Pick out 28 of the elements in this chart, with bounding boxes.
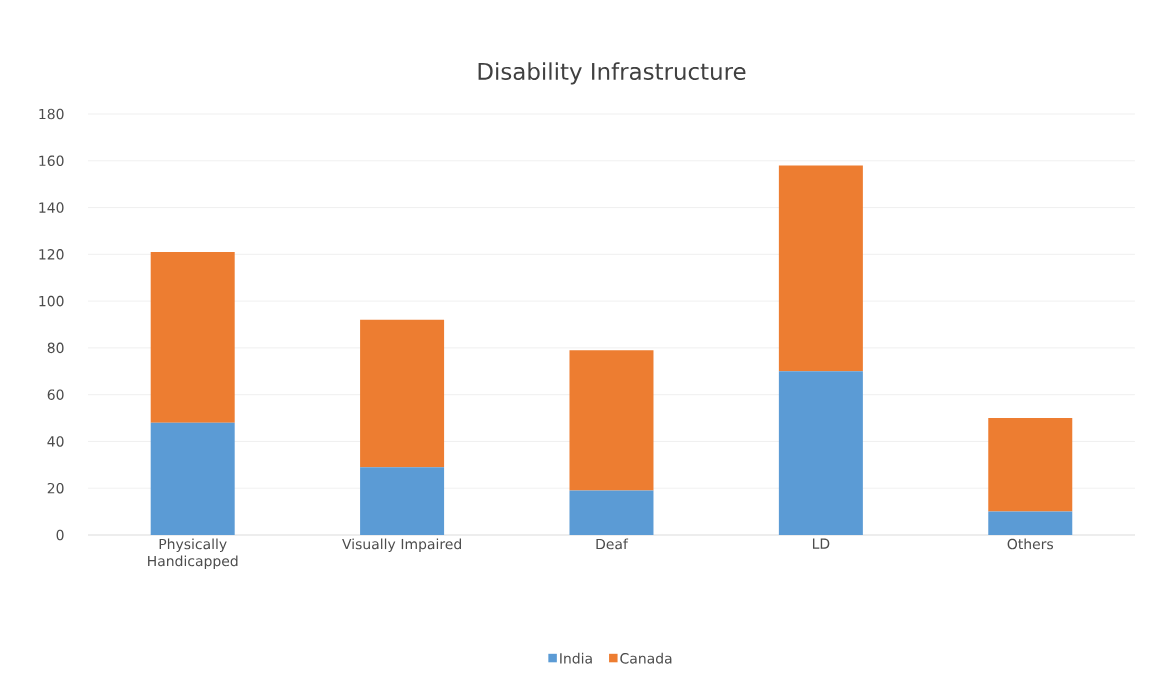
y-tick-label: 100: [39, 295, 64, 307]
bar: [569, 490, 654, 535]
bar: [150, 251, 235, 423]
y-tick-label: 0: [56, 529, 64, 541]
y-tick-label: 60: [47, 389, 64, 400]
bar: [360, 467, 445, 535]
x-tick-label: Visually Impaired: [342, 538, 461, 553]
bar: [988, 511, 1073, 535]
x-tick-label: Physically Handicapped: [148, 538, 238, 569]
bar: [778, 165, 863, 372]
y-tick-label: 20: [47, 482, 64, 494]
y-tick-label: 140: [39, 202, 64, 213]
x-tick-label: LD: [812, 538, 830, 549]
bar: [360, 319, 445, 468]
x-tick-label: Others: [1007, 538, 1054, 550]
y-tick-label: 40: [47, 436, 64, 447]
bar: [569, 350, 654, 491]
y-tick-label: 120: [39, 249, 64, 260]
y-tick-label: 180: [39, 108, 64, 120]
legend-label: Canada: [620, 652, 672, 664]
legend-label: India: [560, 652, 592, 664]
chart-title: Disability Infrastructure: [478, 62, 746, 85]
x-tick-label: Deaf: [596, 538, 629, 550]
bar: [988, 418, 1073, 512]
y-tick-label: 80: [47, 342, 64, 354]
bar: [150, 422, 235, 535]
bar: [778, 371, 863, 535]
y-tick-label: 160: [39, 155, 64, 167]
